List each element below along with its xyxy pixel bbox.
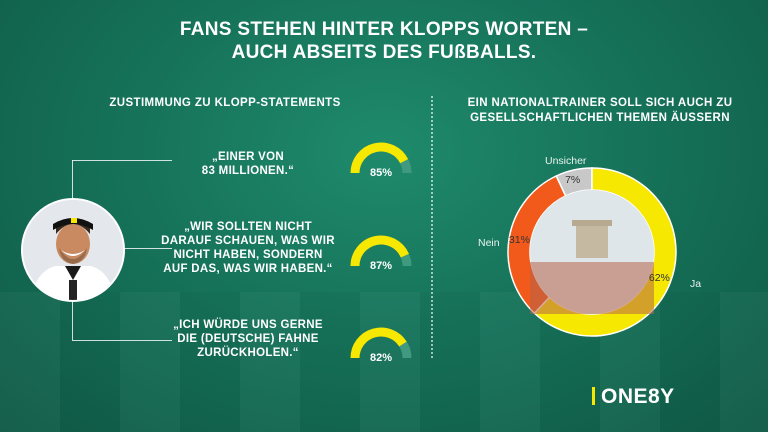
gauge-2-arc bbox=[350, 235, 412, 267]
legend-ja: Ja bbox=[690, 278, 702, 290]
gauge-1-fill bbox=[350, 142, 409, 174]
slice-label-unsicher: 7% bbox=[565, 173, 581, 186]
gauge-2: 87% bbox=[348, 234, 414, 272]
title-line-1: FANS STEHEN HINTER KLOPPS WORTEN – bbox=[179, 19, 589, 40]
right-heading: EIN NATIONALTRAINER SOLL SICH AUCH ZU GE… bbox=[440, 96, 760, 126]
coach-portrait-image bbox=[23, 200, 123, 300]
statement-2-line: AUF DAS, WAS WIR HABEN.“ bbox=[163, 263, 333, 275]
gauge-1: 85% bbox=[348, 141, 414, 179]
statement-2-line: NICHT HABEN, SONDERN bbox=[173, 249, 323, 261]
right-heading-line-2: GESELLSCHAFTLICHEN THEMEN ÄUSSERN bbox=[470, 112, 730, 124]
statement-2: „WIR SOLLTEN NICHT DARAUF SCHAUEN, WAS W… bbox=[128, 220, 368, 276]
page-title: FANS STEHEN HINTER KLOPPS WORTEN – AUCH … bbox=[0, 18, 768, 64]
connector-1 bbox=[72, 160, 172, 161]
gauge-3-fill bbox=[350, 327, 407, 359]
gauge-1-value: 85% bbox=[369, 167, 393, 179]
crowd-shape bbox=[530, 262, 654, 314]
coach-portrait bbox=[21, 198, 125, 302]
statement-3-line: ZURÜCKHOLEN.“ bbox=[197, 347, 299, 359]
statement-1: „EINER VON 83 MILLIONEN.“ bbox=[128, 150, 368, 178]
gate-top-shape bbox=[572, 220, 612, 226]
statement-3-line: DIE (DEUTSCHE) FAHNE bbox=[177, 333, 319, 345]
left-heading: ZUSTIMMUNG ZU KLOPP-STATEMENTS bbox=[109, 97, 341, 109]
bracket-top bbox=[72, 160, 73, 200]
bracket-bottom bbox=[72, 298, 73, 340]
gate-shape bbox=[576, 224, 608, 258]
gauge-3-value: 82% bbox=[369, 352, 393, 364]
slice-label-ja: 62% bbox=[648, 271, 670, 284]
legend-unsicher: Unsicher bbox=[545, 155, 587, 167]
legend-nein: Nein bbox=[478, 237, 500, 249]
statement-3-line: „ICH WÜRDE UNS GERNE bbox=[173, 319, 323, 331]
brand-logo: ONE8Y bbox=[592, 385, 675, 409]
gauge-2-value: 87% bbox=[369, 260, 393, 272]
logo-text: ONE8Y bbox=[601, 385, 675, 408]
donut-chart: 62% 31% 7% bbox=[506, 166, 678, 338]
statement-2-line: „WIR SOLLTEN NICHT bbox=[184, 221, 312, 233]
title-line-2: AUCH ABSEITS DES FUßBALLS. bbox=[231, 42, 537, 63]
gauge-3-arc bbox=[350, 327, 412, 359]
donut-svg bbox=[507, 167, 677, 337]
panel-divider bbox=[431, 96, 433, 358]
slice-label-nein: 31% bbox=[508, 233, 530, 246]
logo-bar-icon bbox=[592, 387, 595, 405]
gauge-1-arc bbox=[350, 142, 412, 174]
gauge-2-fill bbox=[350, 235, 409, 267]
statement-3: „ICH WÜRDE UNS GERNE DIE (DEUTSCHE) FAHN… bbox=[128, 318, 368, 360]
connector-2 bbox=[121, 248, 172, 249]
gauge-1-track bbox=[400, 159, 412, 174]
connector-3 bbox=[72, 340, 172, 341]
statement-1-line: 83 MILLIONEN.“ bbox=[201, 165, 295, 177]
gauge-3-track bbox=[398, 341, 412, 359]
gauge-3: 82% bbox=[348, 326, 414, 364]
right-heading-line-1: EIN NATIONALTRAINER SOLL SICH AUCH ZU bbox=[467, 97, 733, 109]
gauge-2-track bbox=[400, 253, 412, 267]
statement-2-line: DARAUF SCHAUEN, WAS WIR bbox=[161, 235, 335, 247]
statement-1-line: „EINER VON bbox=[211, 151, 284, 163]
